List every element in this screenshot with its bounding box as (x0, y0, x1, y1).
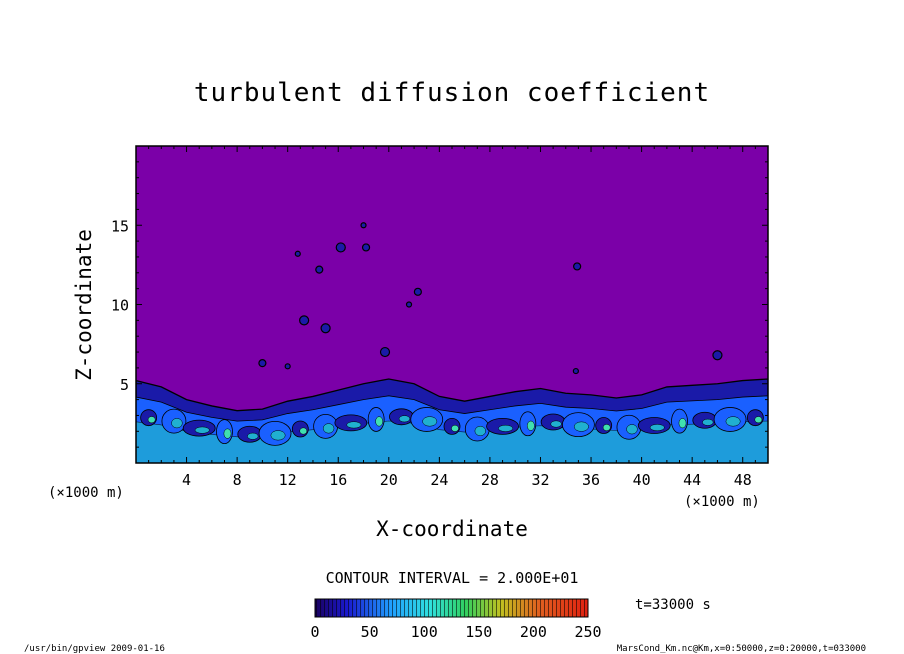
footer-left: /usr/bin/gpview 2009-01-16 (24, 644, 165, 654)
eddy-patch (299, 315, 310, 326)
layer-eddy-core (498, 424, 514, 432)
layer-eddy-core (422, 416, 438, 427)
eddy-group (258, 222, 723, 375)
eddy-patch (361, 243, 371, 252)
layer-eddy-core (573, 421, 589, 432)
x-tick-label: 32 (531, 471, 549, 489)
eddy-patch (712, 350, 723, 361)
x-tick-label: 36 (582, 471, 600, 489)
colorbar-tick-label: 250 (574, 623, 601, 641)
layer-eddy-core (754, 416, 763, 424)
eddy-patch (573, 262, 582, 271)
y-axis-title: Z-coordinate (72, 229, 96, 381)
x-tick-label: 44 (683, 471, 701, 489)
colorbar: 0 50 100 150 200 250 (310, 598, 602, 641)
layer-eddy-core (247, 432, 259, 440)
eddy-patch (335, 242, 346, 253)
colorbar-lines (315, 599, 588, 617)
x-axis-ticks: 4 8 12 16 20 24 28 32 36 40 44 48 (148, 146, 756, 489)
layer-eddy-core (375, 416, 384, 427)
y-tick-label: 15 (111, 217, 129, 235)
layer-eddy-core (474, 425, 486, 437)
eddy-patch (413, 287, 422, 296)
contour-interval-label: CONTOUR INTERVAL = 2.000E+01 (326, 569, 579, 587)
y-tick-label: 5 (120, 376, 129, 394)
x-tick-label: 28 (481, 471, 499, 489)
colorbar-ticks: 0 50 100 150 200 250 (310, 623, 601, 641)
x-tick-label: 48 (734, 471, 752, 489)
x-tick-label: 4 (182, 471, 191, 489)
colorbar-tick-label: 150 (465, 623, 492, 641)
layer-eddy-core (702, 418, 714, 426)
eddy-patch (360, 222, 367, 229)
colorbar-tick-label: 100 (411, 623, 438, 641)
eddy-patch (284, 363, 291, 370)
layer-eddy-core (171, 418, 183, 429)
x-tick-label: 20 (380, 471, 398, 489)
layer-eddy-core (322, 423, 335, 434)
x-tick-label: 12 (279, 471, 297, 489)
eddy-patch (294, 250, 301, 257)
x-axis-title: X-coordinate (376, 517, 528, 541)
layer-eddy-core (526, 420, 535, 431)
layer-eddy-core (346, 421, 362, 429)
x-tick-label: 24 (430, 471, 448, 489)
chart-title: turbulent diffusion coefficient (194, 78, 710, 108)
x-unit-label-right: (×1000 m) (684, 494, 760, 510)
x-tick-label: 8 (233, 471, 242, 489)
layer-eddy-core (223, 428, 232, 439)
eddy-patch (320, 323, 331, 334)
layer-eddy-core (299, 427, 308, 435)
eddy-patch (405, 301, 413, 308)
layer-eddy-core (398, 415, 411, 423)
layer-eddy-core (550, 420, 562, 428)
y-axis-ticks: 5 10 15 (111, 161, 768, 448)
colorbar-tick-label: 200 (520, 623, 547, 641)
layer-eddy-core (602, 424, 611, 431)
x-tick-label: 40 (633, 471, 651, 489)
time-label: t=33000 s (635, 597, 711, 613)
colorbar-frame (314, 598, 589, 618)
x-tick-label: 16 (329, 471, 347, 489)
eddy-patch (379, 346, 391, 358)
colorbar-tick-label: 0 (310, 623, 319, 641)
x-unit-label: (×1000 m) (48, 485, 124, 501)
layer-eddy-core (678, 418, 687, 429)
eddy-patch (572, 367, 579, 375)
layer-eddy-core (725, 416, 741, 427)
layer-eddy-core (194, 426, 210, 434)
layer-eddy-core (147, 416, 156, 424)
eddy-patch (258, 359, 267, 368)
boundary-layer (136, 378, 768, 463)
layer-eddy-core (451, 424, 459, 432)
eddy-patch (315, 265, 324, 274)
layer-eddy-core (649, 424, 665, 431)
layer-eddy-core (270, 430, 286, 441)
plot-area (136, 146, 768, 463)
y-tick-label: 10 (111, 297, 129, 315)
footer-right: MarsCond_Km.nc@Km,x=0:50000,z=0:20000,t=… (617, 644, 866, 654)
colorbar-tick-label: 50 (361, 623, 379, 641)
layer-eddy-core (626, 424, 638, 435)
